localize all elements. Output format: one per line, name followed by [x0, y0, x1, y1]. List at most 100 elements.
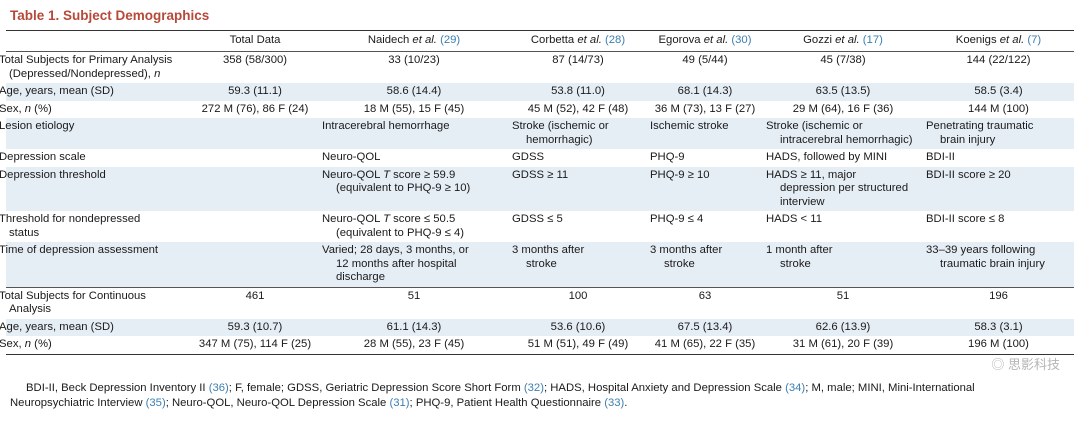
citation-link[interactable]: (28)	[605, 34, 626, 47]
table-title: Table 1. Subject Demographics	[10, 8, 210, 23]
citation-link[interactable]: (7)	[1027, 34, 1042, 47]
cell-koenigs: BDI-II score ≤ 8	[926, 213, 1005, 225]
cell-total: 347 M (75), 114 F (25)	[198, 338, 312, 350]
cell-corbetta: 3 months after stroke	[509, 242, 647, 287]
cell-egorova: 36 M (73), 13 F (27)	[654, 102, 756, 115]
header-corbetta: Corbetta et al. (28)	[509, 30, 647, 52]
cell-egorova: 63	[647, 286, 763, 319]
cell-total	[191, 118, 319, 149]
cell-koenigs: 58.3 (3.1)	[923, 318, 1074, 336]
cell-gozzi: HADS, followed by MINI	[766, 151, 888, 163]
cell-naidech: 33 (10/23)	[388, 54, 440, 66]
cell-corbetta: 100	[509, 286, 647, 319]
citation-link[interactable]: (17)	[862, 34, 883, 47]
cell-total: 461	[191, 286, 319, 319]
cell-gozzi: 63.5 (13.5)	[763, 83, 923, 101]
cell-gozzi: HADS ≥ 11, major depression per structure…	[763, 166, 923, 211]
cell-gozzi: HADS < 11	[766, 213, 822, 225]
citation-link[interactable]: (33)	[604, 397, 625, 409]
table-row-age-continuous: Age, years, mean (SD) 59.3 (10.7) 61.1 (…	[0, 318, 1074, 336]
row-label: Sex, n (%)	[0, 338, 52, 350]
cell-corbetta: 53.8 (11.0)	[509, 83, 647, 101]
row-label: Sex, n (%)	[0, 102, 52, 115]
cell-koenigs: 33–39 years following traumatic brain inj…	[923, 242, 1074, 287]
citation-link[interactable]: (35)	[145, 397, 166, 409]
cell-gozzi: 31 M (61), 20 F (39)	[792, 338, 894, 350]
table-footnote: BDI-II, Beck Depression Inventory II (36…	[10, 381, 1072, 411]
cell-egorova: 41 M (65), 22 F (35)	[654, 338, 756, 350]
row-label: Time of depression assessment	[0, 242, 191, 287]
header-naidech: Naidech et al. (29)	[319, 30, 509, 52]
citation-link[interactable]: (36)	[208, 382, 229, 394]
cell-total: 272 M (76), 86 F (24)	[201, 102, 309, 115]
citation-link[interactable]: (29)	[440, 34, 461, 47]
cell-naidech: Varied; 28 days, 3 months, or 12 months a…	[319, 242, 509, 287]
cell-koenigs: 144 (22/122)	[966, 54, 1031, 66]
cell-corbetta: Stroke (ischemic or hemorrhagic)	[509, 118, 647, 149]
cell-total: 358 (58/300)	[222, 54, 288, 66]
cell-gozzi: 29 M (64), 16 F (36)	[792, 102, 894, 115]
cell-naidech: Neuro-QOL T score ≥ 59.9 (equivalent to P…	[319, 166, 509, 211]
cell-koenigs: BDI-II score ≥ 20	[923, 166, 1074, 211]
cell-total: 59.3 (11.1)	[191, 83, 319, 101]
cell-gozzi: Stroke (ischemic or intracerebral hemorrh…	[763, 118, 923, 149]
row-label: Depression threshold	[0, 166, 191, 211]
row-label: Total Subjects for Continuous Analysis	[0, 286, 191, 319]
cell-corbetta: GDSS ≤ 5	[512, 213, 563, 225]
citation-link[interactable]: (34)	[785, 382, 806, 394]
demographics-table: Total Data Naidech et al. (29) Corbetta …	[0, 30, 1074, 355]
cell-koenigs: 196 M (100)	[968, 338, 1029, 350]
cell-koenigs: 144 M (100)	[968, 102, 1029, 115]
cell-gozzi: 51	[763, 286, 923, 319]
table-row-total-primary: Total Subjects for Primary Analysis (Depr…	[0, 52, 1074, 84]
cell-egorova: PHQ-9 ≤ 4	[650, 213, 704, 225]
cell-total	[191, 211, 319, 242]
cell-naidech: 61.1 (14.3)	[319, 318, 509, 336]
row-label: Depression scale	[0, 151, 86, 163]
citation-link[interactable]: (30)	[731, 34, 752, 47]
table-row-lesion: Lesion etiology Intracerebral hemorrhage…	[0, 118, 1074, 149]
header-gozzi: Gozzi et al. (17)	[763, 30, 923, 52]
cell-koenigs: 196	[923, 286, 1074, 319]
cell-gozzi: 1 month after stroke	[763, 242, 923, 287]
row-label: Total Subjects for Primary Analysis (Depr…	[0, 54, 173, 80]
header-blank	[6, 30, 191, 52]
cell-total	[191, 242, 319, 287]
table-row-age-primary: Age, years, mean (SD) 59.3 (11.1) 58.6 (…	[0, 83, 1074, 101]
table-row-threshold: Depression threshold Neuro-QOL T score ≥…	[0, 166, 1074, 211]
table-row-timing: Time of depression assessment Varied; 28…	[0, 242, 1074, 287]
header-egorova: Egorova et al. (30)	[647, 30, 763, 52]
cell-egorova: 67.5 (13.4)	[647, 318, 763, 336]
cell-egorova: Ischemic stroke	[647, 118, 763, 149]
table-row-sex-continuous: Sex, n (%) 347 M (75), 114 F (25) 28 M (…	[0, 336, 1074, 354]
cell-corbetta: 53.6 (10.6)	[509, 318, 647, 336]
cell-corbetta: GDSS ≥ 11	[509, 166, 647, 211]
table-row-scale: Depression scale Neuro-QOL GDSS PHQ-9 HA…	[0, 149, 1074, 167]
footnote-line: Neuropsychiatric Interview (35); Neuro-Q…	[10, 397, 628, 409]
cell-koenigs: 58.5 (3.4)	[923, 83, 1074, 101]
cell-total	[191, 166, 319, 211]
cell-koenigs: Penetrating traumatic brain injury	[923, 118, 1074, 149]
cell-naidech: 18 M (55), 15 F (45)	[363, 102, 465, 115]
watermark: ◎ 思影科技	[991, 357, 1060, 372]
cell-egorova: 49 (5/44)	[682, 54, 728, 66]
header-row: Total Data Naidech et al. (29) Corbetta …	[6, 30, 1074, 52]
cell-egorova: PHQ-9 ≥ 10	[647, 166, 763, 211]
row-label: Lesion etiology	[0, 118, 191, 149]
cell-naidech: Neuro-QOL T score ≤ 50.5 (equivalent to P…	[322, 213, 465, 239]
cell-egorova: PHQ-9	[650, 151, 685, 163]
table-row-nondepressed: Threshold for nondepressed status Neuro-Q…	[0, 211, 1074, 242]
cell-total: 59.3 (10.7)	[191, 318, 319, 336]
row-label: Age, years, mean (SD)	[0, 83, 191, 101]
cell-total	[191, 149, 319, 167]
table-row-total-continuous: Total Subjects for Continuous Analysis 46…	[0, 286, 1074, 319]
header-total-data: Total Data	[191, 30, 319, 52]
cell-gozzi: 45 (7/38)	[820, 54, 866, 66]
row-label: Threshold for nondepressed status	[0, 213, 141, 239]
cell-egorova: 68.1 (14.3)	[647, 83, 763, 101]
header-koenigs: Koenigs et al. (7)	[923, 30, 1074, 52]
citation-link[interactable]: (32)	[523, 382, 544, 394]
row-label: Age, years, mean (SD)	[0, 318, 191, 336]
cell-corbetta: 51 M (51), 49 F (49)	[527, 338, 629, 350]
citation-link[interactable]: (31)	[389, 397, 410, 409]
